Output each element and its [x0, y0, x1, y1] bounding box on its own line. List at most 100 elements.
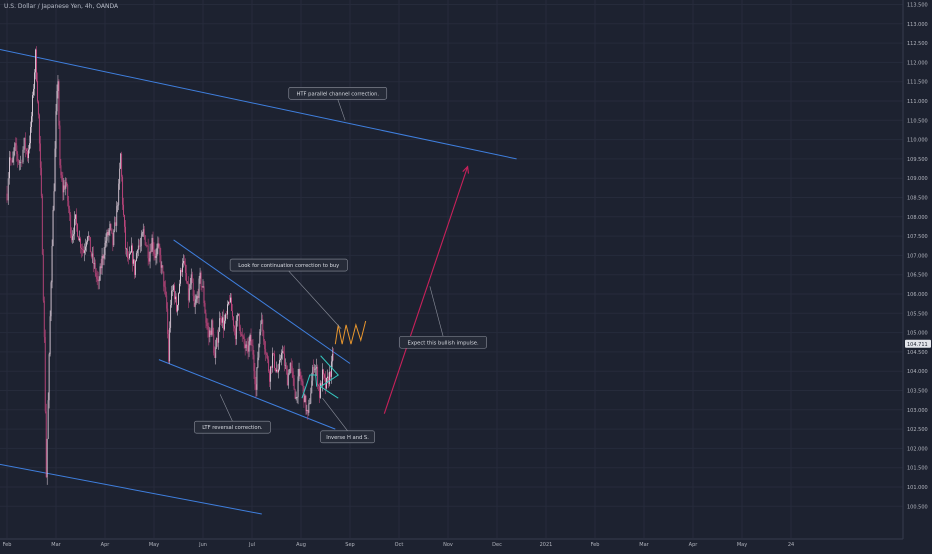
candle-body [198, 278, 200, 298]
candle-body [131, 245, 132, 253]
candle-body [130, 252, 131, 254]
candle-body [176, 296, 177, 312]
candle-body [127, 248, 128, 258]
candle-body [217, 338, 219, 343]
candle-body [10, 157, 12, 161]
candle-body [235, 320, 237, 340]
candle-body [23, 137, 25, 150]
candle-body [134, 259, 135, 275]
continuation-callout[interactable]: Look for continuation correction to buy [229, 258, 348, 329]
inverse-hs-callout[interactable]: Inverse H and S. [320, 398, 375, 444]
annotation-layer: HTF parallel channel correction. Look for… [194, 86, 487, 444]
candle-body [202, 286, 204, 288]
candle-body [304, 395, 306, 403]
candle-body [100, 266, 102, 269]
candle-body [70, 214, 72, 234]
candle-body [118, 183, 120, 206]
price-tick-label: 108.000 [907, 215, 928, 221]
candle-body [216, 338, 218, 348]
candle-body [192, 282, 194, 296]
price-tick-label: 113.000 [907, 22, 928, 28]
candle-body [278, 369, 279, 373]
candle-body [31, 116, 32, 127]
price-tick-label: 103.000 [907, 408, 928, 414]
price-tick-label: 101.000 [907, 485, 928, 491]
candle-body [16, 145, 18, 154]
candle-body [136, 249, 138, 254]
candle-body [74, 218, 76, 235]
price-tick-label: 101.500 [907, 466, 928, 472]
candle-body [220, 318, 222, 319]
impulse-callout-pointer [429, 286, 444, 337]
price-tick-label: 103.500 [907, 389, 928, 395]
ltf-wedge-upper[interactable] [173, 239, 351, 364]
candle-body [206, 322, 208, 327]
price-tick-label: 112.000 [907, 60, 928, 66]
candle-body [313, 366, 315, 370]
candle-body [14, 143, 16, 152]
candle-body [59, 125, 61, 166]
candle-body [94, 262, 96, 273]
candle-body [88, 236, 90, 238]
candle-body [231, 297, 232, 312]
price-axis[interactable]: 113.500 113.000 112.500 112.000 111.500 111.0… [902, 0, 932, 550]
candle-body [316, 366, 318, 369]
candle-body [177, 305, 178, 312]
htf-channel-lower[interactable] [0, 463, 262, 515]
candle-body [107, 232, 109, 236]
candle-body [143, 229, 145, 236]
candle-body [181, 270, 182, 273]
ltf-reversal-callout[interactable]: LTF reversal correction. [194, 394, 271, 434]
impulse-arrow[interactable] [383, 166, 469, 414]
candle-body [165, 287, 167, 296]
continuation-callout-text: Look for continuation correction to buy [238, 263, 339, 269]
candle-body [64, 185, 66, 189]
impulse-callout[interactable]: Expect this bullish impulse. [399, 286, 487, 349]
htf-channel-callout[interactable]: HTF parallel channel correction. [288, 86, 388, 121]
candle-body [183, 260, 185, 265]
time-tick-label: Dec [492, 542, 502, 548]
htf-channel-upper[interactable] [0, 48, 517, 160]
candle-body [46, 438, 48, 478]
candle-body [21, 161, 23, 163]
candle-body [193, 295, 195, 307]
candle-body [242, 336, 244, 337]
impulse-arrow-head [462, 165, 470, 174]
candle-body [153, 249, 155, 254]
candle-body [60, 165, 62, 176]
pattern-drawing-layer [301, 165, 470, 414]
ltf-wedge-lower[interactable] [158, 359, 336, 430]
candle-body [227, 304, 228, 315]
candle-body [120, 153, 122, 169]
wave-projection[interactable] [334, 320, 367, 345]
candle-body [154, 253, 156, 258]
candle-body [102, 256, 104, 259]
candle-body [189, 284, 191, 289]
candle-body [52, 210, 54, 247]
candle-body [33, 88, 34, 96]
candle-body [236, 315, 238, 321]
candle-body [277, 369, 278, 373]
candle-body [186, 281, 188, 284]
triangle-right[interactable] [319, 355, 340, 399]
candle-body [119, 168, 121, 184]
price-tick-label: 102.500 [907, 427, 928, 433]
price-tick-label: 104.000 [907, 369, 928, 375]
candle-body [285, 365, 287, 371]
candle-body [294, 389, 296, 399]
candle-body [303, 386, 305, 403]
candle-body [65, 182, 67, 189]
time-axis[interactable]: Feb Mar Apr May Jun Jul Aug Sep Oct Nov Dec 2021 Feb… [0, 538, 932, 550]
candle-body [241, 334, 243, 337]
candle-body [183, 260, 184, 264]
candle-body [87, 236, 89, 237]
triangle-left[interactable] [301, 374, 318, 399]
htf-channel-callout-text: HTF parallel channel correction. [296, 91, 379, 97]
candle-body [282, 351, 284, 354]
candle-body [56, 91, 58, 112]
candle-body [36, 80, 38, 102]
candle-body [141, 233, 143, 237]
price-tick-label: 102.000 [907, 446, 928, 452]
